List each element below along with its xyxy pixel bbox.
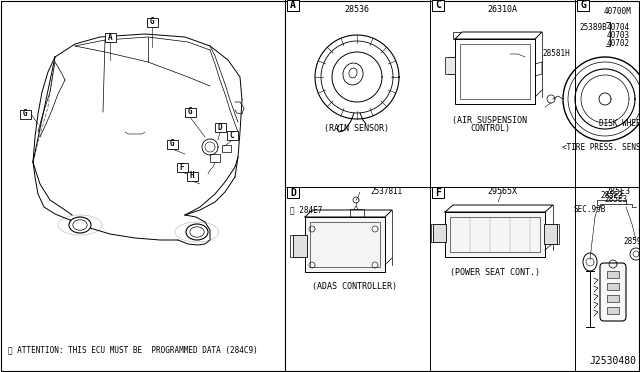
- Bar: [432, 187, 444, 198]
- Bar: [305, 217, 385, 272]
- Text: 25378II: 25378II: [370, 187, 403, 196]
- Text: G: G: [170, 140, 174, 148]
- Text: 26310A: 26310A: [487, 4, 517, 13]
- Text: A: A: [290, 0, 296, 10]
- Bar: [184, 108, 195, 116]
- Bar: [104, 32, 115, 42]
- Text: (POWER SEAT CONT.): (POWER SEAT CONT.): [450, 267, 540, 276]
- Text: DISK WHEEL: DISK WHEEL: [599, 119, 640, 128]
- Bar: [177, 163, 188, 171]
- Text: 29565X: 29565X: [487, 187, 517, 196]
- Text: G: G: [188, 108, 192, 116]
- Text: F: F: [435, 187, 441, 198]
- Bar: [445, 212, 545, 257]
- Text: 285E3: 285E3: [604, 196, 628, 205]
- Bar: [607, 283, 619, 290]
- Text: 28581H: 28581H: [542, 49, 570, 58]
- Text: G: G: [150, 17, 154, 26]
- Bar: [577, 0, 589, 11]
- Text: <TIRE PRESS. SENSOR>: <TIRE PRESS. SENSOR>: [562, 144, 640, 153]
- Text: SEC.99B: SEC.99B: [574, 205, 606, 215]
- Text: D: D: [218, 122, 222, 131]
- Text: ※ ATTENTION: THIS ECU MUST BE  PROGRAMMED DATA (284C9): ※ ATTENTION: THIS ECU MUST BE PROGRAMMED…: [8, 346, 258, 355]
- Text: C: C: [435, 0, 441, 10]
- Bar: [214, 122, 225, 131]
- Bar: [460, 44, 530, 99]
- Bar: [147, 17, 157, 26]
- Bar: [445, 57, 455, 74]
- Text: F: F: [180, 163, 184, 171]
- Text: 28599: 28599: [623, 237, 640, 247]
- Text: (ADAS CONTROLLER): (ADAS CONTROLLER): [312, 282, 397, 291]
- Text: 40704: 40704: [607, 23, 630, 32]
- Bar: [166, 140, 177, 148]
- Ellipse shape: [349, 68, 357, 78]
- Bar: [455, 39, 535, 104]
- Ellipse shape: [583, 253, 597, 271]
- Text: 28536: 28536: [344, 4, 369, 13]
- Bar: [287, 0, 299, 11]
- Text: ※ 284E7: ※ 284E7: [290, 205, 323, 215]
- Bar: [607, 307, 619, 314]
- Ellipse shape: [73, 220, 87, 230]
- Ellipse shape: [186, 224, 208, 240]
- Ellipse shape: [343, 63, 363, 85]
- Bar: [432, 0, 444, 11]
- Bar: [450, 217, 540, 252]
- Text: G: G: [580, 0, 586, 10]
- Bar: [310, 222, 380, 267]
- Bar: [19, 109, 31, 119]
- Text: (RAIN SENSOR): (RAIN SENSOR): [324, 125, 390, 134]
- Bar: [186, 171, 198, 180]
- Text: C: C: [230, 131, 234, 140]
- Text: A: A: [108, 32, 112, 42]
- Text: CONTROL): CONTROL): [470, 124, 510, 132]
- Ellipse shape: [190, 227, 204, 237]
- Text: 285E3: 285E3: [600, 190, 623, 199]
- Bar: [607, 295, 619, 302]
- Bar: [293, 235, 307, 257]
- Text: 40703: 40703: [607, 32, 630, 41]
- Bar: [287, 187, 299, 198]
- Text: 40700M: 40700M: [603, 7, 631, 16]
- Bar: [544, 224, 557, 244]
- Text: 40702: 40702: [607, 39, 630, 48]
- Bar: [210, 154, 220, 162]
- FancyBboxPatch shape: [600, 263, 626, 321]
- Text: G: G: [22, 109, 28, 119]
- Bar: [227, 131, 237, 140]
- Bar: [607, 271, 619, 278]
- Text: D: D: [290, 187, 296, 198]
- Text: 285E3: 285E3: [605, 187, 630, 196]
- Text: 25389B: 25389B: [579, 22, 607, 32]
- Ellipse shape: [69, 217, 91, 233]
- Text: J2530480: J2530480: [589, 356, 636, 366]
- Text: H: H: [189, 171, 195, 180]
- Text: (AIR SUSPENSION: (AIR SUSPENSION: [452, 115, 527, 125]
- Bar: [433, 224, 446, 242]
- Bar: [222, 145, 231, 152]
- Bar: [350, 209, 364, 217]
